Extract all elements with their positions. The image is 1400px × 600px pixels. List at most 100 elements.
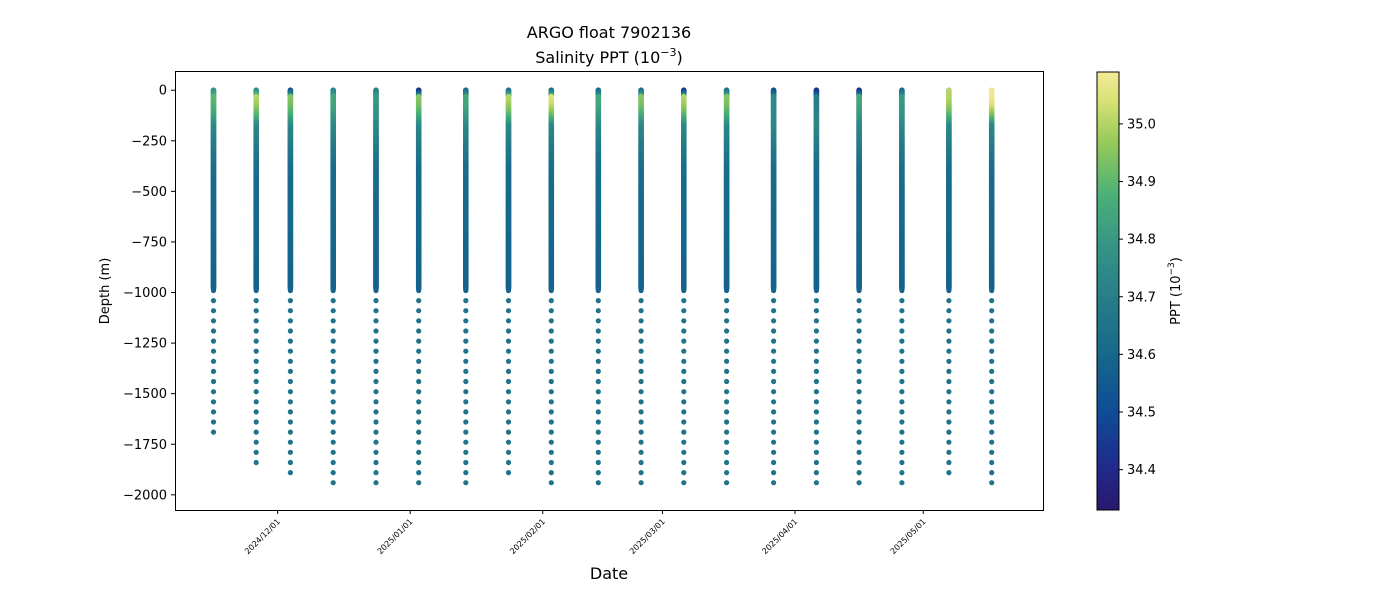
profile-3-deep-point: [287, 368, 293, 374]
profile-14-deep-point: [771, 378, 777, 385]
profile-6-deep-point: [416, 429, 422, 435]
profile-9-deep-point: [548, 439, 554, 445]
profile-16-deep-point: [856, 480, 862, 486]
profile-6-deep-point: [416, 338, 422, 344]
profile-5-deep-point: [373, 429, 379, 435]
profile-13-deep-point: [724, 338, 730, 344]
profile-9-deep-point: [548, 419, 554, 425]
profile-14-deep-point: [771, 470, 777, 476]
profile-18-deep-point: [946, 419, 952, 425]
profile-1-deep-point: [210, 399, 217, 405]
profile-5-deep-point: [373, 480, 379, 486]
profile-12-deep-point: [681, 389, 687, 395]
profile-15-deep-point: [813, 348, 820, 354]
profile-8-deep-point: [505, 470, 512, 476]
profile-8-deep-point: [505, 389, 512, 395]
profile-17-deep-point: [899, 399, 905, 405]
profile-8-deep-point: [505, 298, 512, 304]
profile-7-deep-point: [463, 429, 469, 435]
profile-4-deep-point: [330, 348, 336, 354]
profile-2-deep-point: [253, 308, 259, 314]
profile-4-deep-point: [330, 439, 336, 445]
profile-8-deep-point: [505, 399, 512, 405]
profile-8-deep-point: [505, 378, 512, 385]
profile-11-deep-point: [638, 449, 644, 455]
profile-11-deep-point: [638, 439, 644, 445]
profile-12-deep-point: [681, 368, 687, 374]
profile-14-deep-point: [771, 348, 777, 354]
profile-12-deep-point: [681, 298, 687, 304]
profile-17-deep-point: [899, 308, 905, 314]
profile-14-deep-point: [771, 328, 777, 334]
profile-14-deep-point: [771, 287, 777, 294]
profile-14-deep-point: [771, 419, 777, 425]
profile-2-deep-point: [253, 338, 259, 344]
profile-14-deep-point: [771, 399, 777, 405]
profile-18-deep-point: [946, 348, 952, 354]
profile-6-deep-point: [416, 419, 422, 425]
profile-7-deep-point: [463, 378, 469, 385]
profile-4-deep-point: [330, 308, 336, 314]
profile-1-deep-point: [210, 409, 217, 415]
profile-3-deep-point: [287, 378, 293, 385]
profile-11-deep-point: [638, 308, 644, 314]
profile-18-deep-point: [946, 318, 952, 324]
profile-7-deep-point: [463, 480, 469, 486]
profile-6-deep-point: [416, 318, 422, 324]
profile-2-deep-point: [253, 328, 259, 334]
profile-17-deep-point: [899, 439, 905, 445]
profile-8-deep-point: [505, 348, 512, 354]
profile-15-deep-point: [813, 470, 820, 476]
profile-4-deep-point: [330, 368, 336, 374]
profile-6-deep-point: [416, 298, 422, 304]
profile-3-deep-point: [287, 287, 293, 294]
profile-13-deep-point: [724, 348, 730, 354]
profile-5-deep-point: [373, 459, 379, 466]
profile-3-deep-point: [287, 348, 293, 354]
profile-16-deep-point: [856, 298, 862, 304]
profile-5-deep-point: [373, 419, 379, 425]
profile-4-deep-point: [330, 318, 336, 324]
profile-12-deep-point: [681, 338, 687, 344]
profile-7-deep-point: [463, 298, 469, 304]
profile-1-deep-point: [210, 358, 217, 364]
profile-4-deep-point: [330, 328, 336, 334]
profile-8-deep-point: [505, 409, 512, 415]
profile-8-deep-point: [505, 308, 512, 314]
profile-5-deep-point: [373, 348, 379, 354]
profile-15-deep-point: [813, 358, 820, 364]
chart-title: ARGO float 7902136: [527, 23, 691, 42]
profile-7-deep-point: [463, 459, 469, 466]
profile-7-deep-point: [463, 348, 469, 354]
profile-9-deep-point: [548, 318, 554, 324]
profile-7-deep-point: [463, 470, 469, 476]
profile-11-deep-point: [638, 389, 644, 395]
profile-11-deep-point: [638, 298, 644, 304]
profile-8-deep-point: [505, 429, 512, 435]
profile-1-deep-point: [210, 389, 217, 395]
profile-13-deep-point: [724, 399, 730, 405]
profile-4-deep-point: [330, 378, 336, 385]
profile-6-deep-point: [416, 409, 422, 415]
profile-5-deep-point: [373, 318, 379, 324]
profile-7-deep-point: [463, 389, 469, 395]
profile-10-deep-point: [595, 419, 601, 425]
profile-1-deep-point: [210, 419, 217, 425]
profile-13-deep-point: [724, 318, 730, 324]
profile-16-deep-point: [856, 328, 862, 334]
profile-15-deep-point: [813, 318, 820, 324]
profile-11-deep-point: [638, 368, 644, 374]
profile-15-deep-point: [813, 389, 820, 395]
profile-15-deep-point: [813, 298, 820, 304]
profile-12-deep-point: [681, 358, 687, 364]
profile-11-deep-point: [638, 338, 644, 344]
profile-15-deep-point: [813, 429, 820, 435]
profile-9-deep-point: [548, 470, 554, 476]
profile-17-deep-point: [899, 480, 905, 486]
profile-7-deep-point: [463, 439, 469, 445]
profile-16-deep-point: [856, 348, 862, 354]
profile-16-deep-point: [856, 368, 862, 374]
profile-17-deep-point: [899, 368, 905, 374]
profile-3-deep-point: [287, 419, 293, 425]
profile-13-deep-point: [724, 470, 730, 476]
